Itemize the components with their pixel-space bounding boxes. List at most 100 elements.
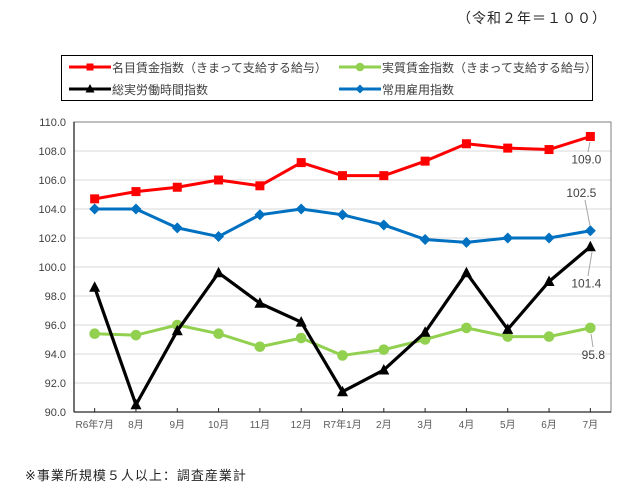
series-3 [89, 203, 596, 248]
circle-marker-icon [254, 341, 266, 353]
legend-label-total-hours-index: 総実労働時間指数 [112, 82, 209, 97]
diamond-marker-icon [130, 203, 142, 215]
data-label-3: 102.5 [566, 186, 596, 200]
circle-marker-icon [419, 334, 431, 345]
square-marker-icon [420, 156, 430, 166]
legend-swatch [69, 84, 111, 93]
square-marker-icon [338, 171, 347, 181]
circle-marker-icon [89, 328, 100, 340]
diamond-marker-icon [378, 219, 390, 231]
y-axis-label: 110.0 [39, 117, 66, 129]
diamond-marker-icon [254, 209, 266, 221]
triangle-marker-icon [130, 398, 142, 410]
circle-marker-icon [502, 331, 514, 342]
circle-marker-icon [130, 329, 142, 341]
legend-item-regular-employment-index: 常用雇用指数 [338, 81, 597, 98]
triangle-marker-icon [295, 316, 307, 327]
x-axis-label: R7年1月 [323, 418, 361, 431]
y-axis-label: 108.0 [38, 146, 66, 158]
square-marker-icon [90, 194, 100, 204]
x-axis-label: 11月 [250, 419, 270, 431]
x-axis-label: 2月 [376, 419, 392, 431]
red-square-series-icon [68, 60, 112, 74]
circle-marker-icon [585, 322, 596, 334]
triangle-marker-icon [584, 240, 596, 252]
y-axis-label: 98.0 [45, 291, 66, 303]
square-marker-icon [585, 132, 595, 141]
diamond-marker-icon [460, 236, 472, 248]
y-axis-label: 100.0 [38, 262, 66, 274]
chart-legend: 名目賃金指数（きまって支給する給与） 実質賃金指数（きまって支給する給与） 総実… [61, 55, 597, 101]
square-marker-icon [172, 182, 182, 192]
x-axis-label: 10月 [208, 419, 229, 431]
series-2 [89, 240, 596, 410]
x-axis-label: 8月 [128, 419, 144, 431]
y-axis-label: 106.0 [38, 175, 66, 187]
x-axis-label: 12月 [291, 419, 312, 431]
triangle-marker-icon [171, 324, 183, 336]
diamond-marker-icon [295, 203, 307, 215]
triangle-marker-icon [419, 326, 431, 337]
black-triangle-series-icon [68, 82, 112, 96]
data-label-2: 101.4 [571, 277, 601, 291]
circle-marker-icon [337, 350, 348, 361]
triangle-marker-icon [502, 323, 514, 334]
legend-swatch [339, 62, 381, 72]
series-0 [90, 132, 595, 204]
data-label-0: 109.0 [571, 153, 601, 167]
y-axis-label: 102.0 [38, 233, 66, 245]
diamond-marker-icon [419, 233, 431, 245]
legend-label-nominal-wage-index: 名目賃金指数（きまって支給する給与） [112, 60, 327, 75]
triangle-marker-icon [337, 385, 348, 397]
legend-item-nominal-wage-index: 名目賃金指数（きまって支給する給与） [68, 59, 338, 76]
circle-marker-icon [461, 322, 472, 334]
triangle-marker-icon [378, 363, 390, 375]
legend-label-regular-employment-index: 常用雇用指数 [382, 82, 455, 97]
triangle-marker-icon [254, 297, 266, 308]
legend-item-total-hours-index: 総実労働時間指数 [68, 81, 338, 98]
triangle-marker-icon [213, 266, 225, 278]
legend-item-real-wage-index: 実質賃金指数（きまって支給する給与） [338, 59, 597, 76]
square-marker-icon [214, 175, 224, 185]
data-label-leader-line [587, 141, 591, 153]
data-label-leader-line [590, 333, 594, 348]
square-marker-icon [461, 139, 471, 149]
circle-marker-icon [378, 344, 390, 355]
legend-swatch [69, 63, 111, 71]
diamond-marker-icon [213, 231, 225, 243]
x-axis-label: R6年7月 [75, 418, 113, 431]
data-label-leader-line [584, 199, 591, 227]
footnote-scope: ※事業所規模５人以上：調査産業計 [25, 468, 247, 483]
green-circle-series-icon [338, 60, 382, 74]
y-axis-label: 94.0 [45, 349, 66, 361]
y-axis-label: 92.0 [45, 378, 66, 390]
square-marker-icon [255, 181, 265, 191]
legend-label-real-wage-index: 実質賃金指数（きまって支給する給与） [382, 60, 597, 75]
x-axis-label: 9月 [169, 419, 185, 431]
diamond-marker-icon [584, 225, 596, 237]
data-label-leader-line [587, 251, 593, 277]
x-axis-label: 5月 [500, 419, 516, 431]
x-axis-label: 7月 [583, 419, 599, 431]
series-line [93, 135, 592, 201]
data-label-1: 95.8 [582, 348, 606, 362]
diamond-marker-icon [337, 209, 348, 221]
diamond-marker-icon [543, 232, 555, 244]
x-axis-label: 3月 [417, 419, 433, 431]
y-axis-label: 104.0 [38, 204, 66, 216]
triangle-marker-icon [85, 84, 95, 93]
y-axis-label: 90.0 [45, 407, 66, 419]
square-marker-icon [503, 143, 513, 153]
triangle-marker-icon [89, 281, 101, 292]
base-year-note: （令和２年＝１００） [457, 10, 607, 26]
diamond-marker-icon [171, 222, 183, 234]
triangle-marker-icon [543, 275, 555, 286]
x-axis-label: 4月 [459, 419, 475, 431]
square-marker-icon [131, 187, 141, 197]
legend-swatch [339, 84, 381, 94]
square-marker-icon [544, 145, 554, 155]
circle-marker-icon [355, 62, 365, 72]
y-axis-label: 96.0 [45, 320, 66, 332]
